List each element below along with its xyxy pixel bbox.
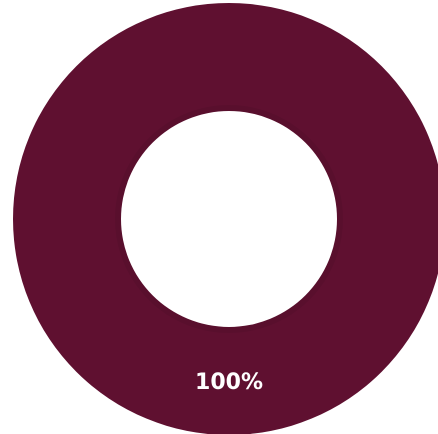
donut-inner-shadow [115,105,343,333]
donut-slice-0 [13,3,438,434]
slice-label-100-percent: 100% [195,370,263,395]
donut-slices [13,3,438,434]
